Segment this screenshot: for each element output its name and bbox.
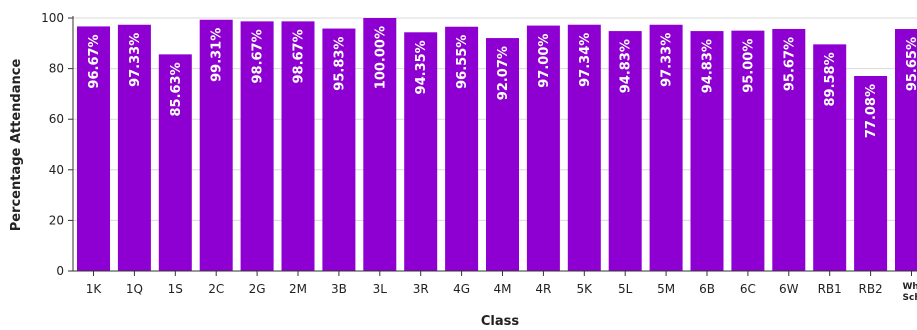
bar: [240, 21, 274, 272]
x-tick-label: 1Q: [126, 282, 143, 296]
bar-value-label: 95.00%: [741, 39, 756, 93]
bar: [813, 44, 847, 272]
x-tick-label: 3B: [331, 282, 347, 296]
y-tick-labels: 0 20 40 60 80 100: [41, 11, 64, 278]
bar: [117, 24, 151, 272]
y-tick-label: 0: [56, 264, 64, 278]
x-tick-label: 2C: [208, 282, 224, 296]
bar-value-label: 94.83%: [619, 39, 634, 93]
x-axis-title: Class: [481, 314, 520, 329]
y-axis-title: Percentage Attendance: [9, 59, 24, 232]
bar: [199, 19, 233, 272]
bar-value-label: 96.55%: [455, 35, 470, 89]
bar-value-label: 94.83%: [701, 39, 716, 93]
x-tick-label: 6W: [779, 282, 799, 296]
bar: [281, 21, 315, 272]
bar-value-label: 98.67%: [292, 29, 307, 83]
bar-value-label: 97.33%: [660, 33, 675, 87]
bar: [895, 29, 917, 272]
bar-value-label: 97.00%: [537, 34, 552, 88]
x-tick-label: 1K: [86, 282, 103, 296]
axes: [68, 16, 917, 276]
x-tick-label: 2G: [249, 282, 266, 296]
bar: [77, 26, 110, 272]
bar-value-label: 96.67%: [87, 34, 102, 88]
y-tick-label: 40: [49, 163, 64, 177]
bar-value-label: 98.67%: [251, 29, 266, 83]
bar: [854, 75, 888, 271]
bar-value-label: 95.67%: [782, 37, 797, 91]
x-tick-label: RB2: [858, 282, 882, 296]
bars: [77, 18, 917, 272]
x-tick-label: 2M: [289, 282, 307, 296]
x-tick-label: 5M: [657, 282, 675, 296]
bar-value-label: 92.07%: [496, 46, 511, 100]
y-tick-label: 20: [49, 213, 64, 227]
bar-value-label: 100.00%: [373, 26, 388, 89]
x-tick-label: 4G: [453, 282, 470, 296]
x-tick-label: 6C: [740, 282, 756, 296]
bar: [690, 31, 724, 272]
bar: [486, 38, 519, 272]
bar: [363, 18, 397, 271]
x-tick-label: 1S: [168, 282, 183, 296]
x-tick-label: 4R: [535, 282, 551, 296]
bar-value-label: 99.31%: [210, 28, 225, 82]
bar: [608, 31, 642, 272]
bar-value-label: 95.83%: [332, 37, 347, 91]
x-tick-label: 3R: [413, 282, 429, 296]
bar: [526, 25, 560, 272]
bar-value-label: 97.34%: [578, 33, 593, 87]
bar: [772, 28, 806, 272]
y-tick-label: 80: [49, 62, 64, 76]
bar: [567, 24, 601, 272]
bar-value-label: 97.33%: [128, 33, 143, 87]
bar: [731, 30, 765, 272]
x-tick-label: 5K: [577, 282, 594, 296]
bar: [404, 32, 438, 272]
bar-value-label: 77.08%: [864, 84, 879, 138]
x-tick-label: WholeSchoo: [903, 282, 917, 303]
x-tick-label: 3L: [373, 282, 388, 296]
bar: [649, 24, 683, 272]
data-labels: 96.67% 97.33% 85.63% 99.31% 98.67% 98.67% 95.8…: [87, 26, 917, 138]
bar-value-label: 95.65%: [905, 37, 917, 91]
x-tick-label: 6B: [699, 282, 715, 296]
x-tick-label: 4M: [494, 282, 512, 296]
x-tick-labels: 1K 1Q 1S 2C 2G 2M 3B 3L 3R 4G 4M 4R 5K 5L 5M 6B 6C 6W RB1 R…: [86, 282, 917, 303]
y-tick-label: 100: [41, 11, 64, 25]
bar-value-label: 89.58%: [823, 52, 838, 106]
y-tick-label: 60: [49, 112, 64, 126]
bar: [445, 26, 479, 271]
x-tick-label: RB1: [818, 282, 842, 296]
bar: [322, 28, 356, 272]
bar-value-label: 94.35%: [414, 40, 429, 94]
bar-value-label: 85.63%: [169, 62, 184, 116]
bar: [158, 54, 192, 272]
x-tick-label: 5L: [618, 282, 633, 296]
